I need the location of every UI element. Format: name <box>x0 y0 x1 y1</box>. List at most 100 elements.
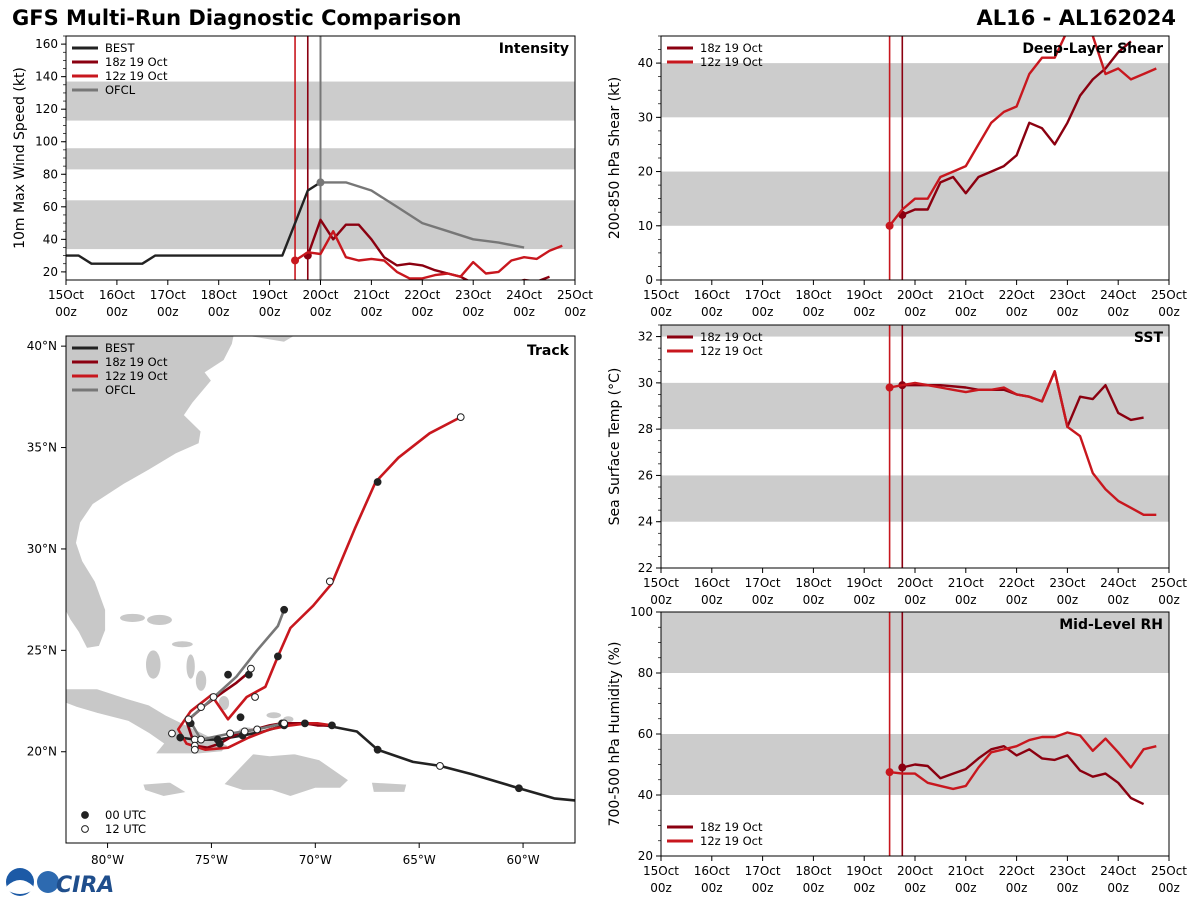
intensity-xtick-day: 18Oct <box>201 288 237 302</box>
intensity-xtick-day: 19Oct <box>252 288 288 302</box>
rh-xtick-hour: 00z <box>1006 881 1028 895</box>
shear-xtick-day: 16Oct <box>694 288 730 302</box>
land-islet <box>145 650 161 679</box>
sst-series-run12-init-point <box>885 383 894 392</box>
intensity-xtick-day: 24Oct <box>506 288 542 302</box>
track-run18-point <box>301 719 309 728</box>
track-map: 80°W 75°W 70°W 65°W 60°W 20°N 25°N 30°N 35°N 40°N… <box>27 335 576 867</box>
sst-xtick-day: 19Oct <box>846 576 882 590</box>
land-layer <box>66 336 408 797</box>
track-run18-point <box>247 664 255 673</box>
globe-icon <box>37 871 59 893</box>
shear-xtick-hour: 00z <box>1006 305 1028 319</box>
land-cuba <box>66 688 229 755</box>
sst-xtick-day: 18Oct <box>795 576 831 590</box>
track-ytick-label: 25°N <box>27 643 57 657</box>
sst-ylabel: Sea Surface Temp (°C) <box>607 368 623 526</box>
rh-xtick-day: 16Oct <box>694 864 730 878</box>
sst-xtick-hour: 00z <box>650 593 672 607</box>
intensity-series-run12-init-point <box>291 256 300 265</box>
intensity-xtick-hour: 00z <box>462 305 484 319</box>
intensity-xtick-hour: 00z <box>208 305 230 319</box>
shear-xtick-hour: 00z <box>904 305 926 319</box>
track-run12-point <box>190 745 199 754</box>
rh-xtick-day: 15Oct <box>643 864 679 878</box>
shear-chart: 0 10 20 30 40 15Oct 00z 16Oct 00z 17Oct 00z 18Oct 00… <box>607 35 1187 319</box>
rh-xtick-day: 22Oct <box>999 864 1035 878</box>
track-xtick-label: 60°W <box>506 853 539 867</box>
track-xtick-label: 80°W <box>91 853 124 867</box>
sst-chart: 22 24 26 28 30 32 15Oct 00z 16Oct 00z 17Oct 00z 18Oc… <box>607 324 1187 607</box>
rh-series-run12-line <box>889 731 1157 791</box>
sst-ytick-label: 24 <box>638 515 653 529</box>
sst-xtick-hour: 00z <box>1006 593 1028 607</box>
intensity-xtick-hour: 00z <box>55 305 77 319</box>
sst-xtick-hour: 00z <box>904 593 926 607</box>
intensity-panel-title: Intensity <box>499 41 569 57</box>
intensity-ylabel: 10m Max Wind Speed (kt) <box>12 67 28 249</box>
shear-xtick-hour: 00z <box>803 305 825 319</box>
shear-ytick-label: 30 <box>638 110 653 124</box>
intensity-ytick-label: 40 <box>43 232 58 246</box>
intensity-xtick-day: 23Oct <box>455 288 491 302</box>
rh-ytick-label: 100 <box>630 605 653 619</box>
rh-band <box>661 612 1169 673</box>
shear-xtick-hour: 00z <box>955 305 977 319</box>
intensity-xtick-hour: 00z <box>564 305 586 319</box>
intensity-legend-label: 18z 19 Oct <box>105 55 168 69</box>
sst-band <box>661 475 1169 522</box>
track-best-point <box>176 733 185 742</box>
rh-xtick-hour: 00z <box>1158 881 1180 895</box>
rh-xtick-day: 23Oct <box>1049 864 1085 878</box>
intensity-xtick-hour: 00z <box>361 305 383 319</box>
intensity-ytick-label: 160 <box>35 37 58 51</box>
rh-xtick-hour: 00z <box>853 881 875 895</box>
track-legend-label: 12z 19 Oct <box>105 369 168 383</box>
rh-xtick-hour: 00z <box>955 881 977 895</box>
sst-legend-label: 18z 19 Oct <box>700 330 763 344</box>
sst-xtick-day: 24Oct <box>1100 576 1136 590</box>
shear-series-run12-line <box>888 36 1157 227</box>
intensity-xtick-hour: 00z <box>259 305 281 319</box>
shear-xtick-day: 24Oct <box>1100 288 1136 302</box>
land-islet <box>171 641 193 648</box>
shear-ytick-label: 10 <box>638 219 653 233</box>
track-marker-legend-label: 12 UTC <box>105 822 146 836</box>
shear-xtick-hour: 00z <box>1057 305 1079 319</box>
sst-xtick-day: 23Oct <box>1049 576 1085 590</box>
rh-chart: 20 40 60 80 100 15Oct 00z 16Oct 00z 17Oct 00z 18Oct… <box>607 605 1187 895</box>
intensity-xtick-hour: 00z <box>157 305 179 319</box>
track-ofcl-point <box>280 605 289 614</box>
rh-xtick-hour: 00z <box>650 881 672 895</box>
track-legend-label: 18z 19 Oct <box>105 355 168 369</box>
rh-xtick-hour: 00z <box>1107 881 1129 895</box>
sst-xtick-hour: 00z <box>701 593 723 607</box>
rh-xtick-day: 18Oct <box>795 864 831 878</box>
track-ytick-label: 35°N <box>27 441 57 455</box>
track-ytick-label: 20°N <box>27 745 57 759</box>
sst-xtick-day: 25Oct <box>1151 576 1187 590</box>
track-ofcl-point <box>226 729 235 738</box>
rh-ytick-label: 80 <box>638 666 653 680</box>
rh-ytick-label: 20 <box>638 849 653 863</box>
track-marker-legend-label: 00 UTC <box>105 808 146 822</box>
shear-xtick-day: 22Oct <box>999 288 1035 302</box>
rh-xtick-day: 25Oct <box>1151 864 1187 878</box>
intensity-legend-label: OFCL <box>105 83 136 97</box>
land-puerto-rico <box>370 781 408 793</box>
intensity-series-run18-line <box>306 218 550 280</box>
intensity-xtick-day: 15Oct <box>48 288 84 302</box>
sst-xtick-day: 20Oct <box>897 576 933 590</box>
sst-xtick-day: 15Oct <box>643 576 679 590</box>
rh-ytick-label: 40 <box>638 788 653 802</box>
track-run12-point <box>197 703 205 712</box>
land-islet <box>186 654 195 679</box>
intensity-series-run12-line <box>294 229 563 280</box>
intensity-series-ofcl-init-point <box>316 178 325 187</box>
track-ofcl-point <box>224 670 232 679</box>
shear-panel-title: Deep-Layer Shear <box>1022 41 1163 57</box>
intensity-ytick-label: 20 <box>43 265 58 279</box>
intensity-xtick-hour: 00z <box>106 305 128 319</box>
intensity-xtick-day: 22Oct <box>404 288 440 302</box>
